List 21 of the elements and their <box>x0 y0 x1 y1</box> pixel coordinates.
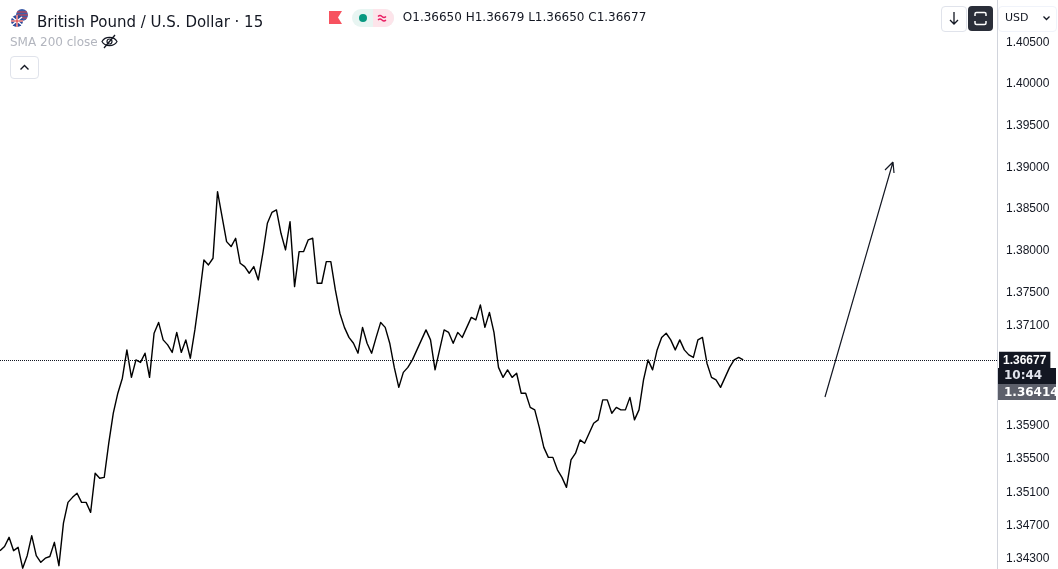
line-series <box>0 190 744 569</box>
annotation: SMA 200 close <box>10 35 98 49</box>
text: 1.36414 <box>998 384 1058 401</box>
ref-line-label: 1.36677 <box>1003 353 1047 368</box>
y-tick-label: 1.35900 <box>1006 417 1050 432</box>
y-tick-label: 1.34300 <box>1006 551 1050 566</box>
annotation: O1.36650 H1.36679 L1.36650 C1.36677 <box>402 10 647 24</box>
y-tick-label: 1.39000 <box>1006 159 1050 174</box>
y-tick-label: 1.38000 <box>1006 242 1050 257</box>
y-tick-label: 1.35500 <box>1006 451 1050 466</box>
y-tick-label: 1.34700 <box>1006 517 1050 532</box>
y-tick-label: 1.39500 <box>1006 117 1050 132</box>
y-tick-label: 1.37100 <box>1006 317 1050 332</box>
text: British Pound / U.S. Dollar · 15 <box>37 12 264 31</box>
y-tick-label: 1.37500 <box>1006 284 1050 299</box>
text: 10:44 <box>998 368 1056 385</box>
y-tick-label: 1.35100 <box>1006 484 1050 499</box>
y-tick-label: 1.40500 <box>1006 34 1050 49</box>
y-tick-label: 1.40000 <box>1006 76 1050 91</box>
y-tick-label: 1.38500 <box>1006 201 1050 216</box>
text: USD <box>1005 11 1029 24</box>
